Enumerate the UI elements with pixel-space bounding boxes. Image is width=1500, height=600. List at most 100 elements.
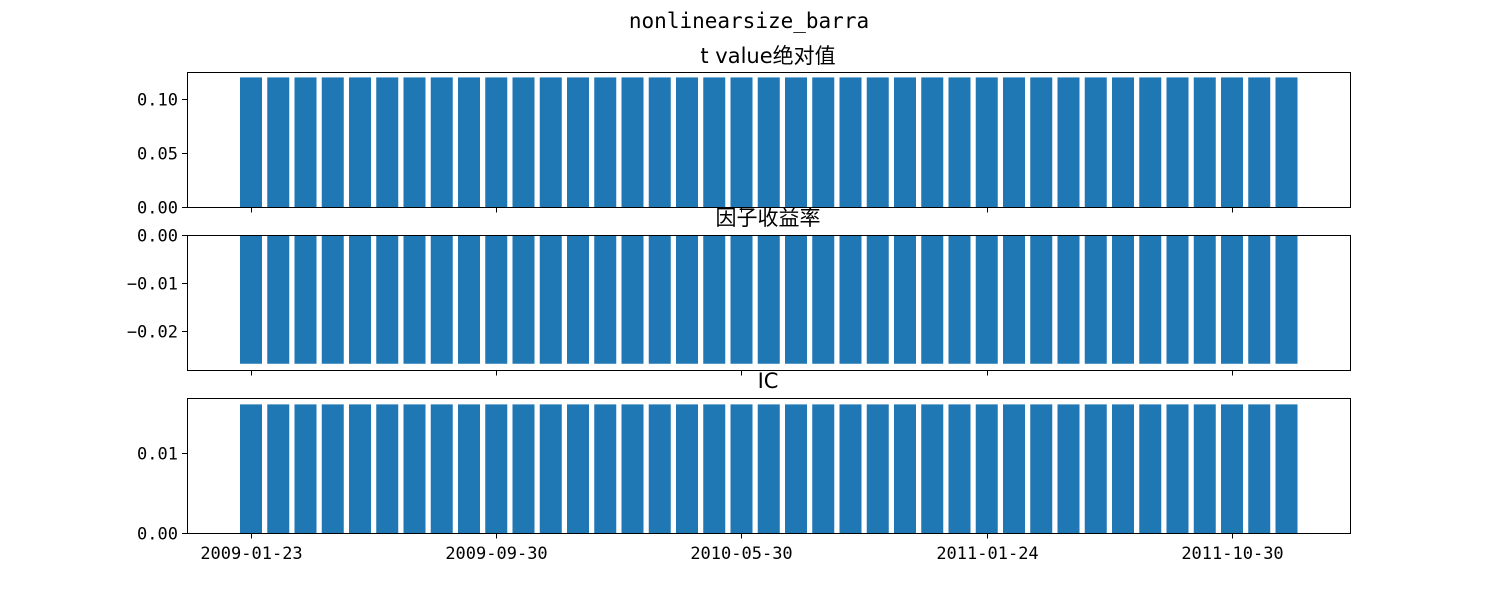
bar xyxy=(730,404,753,533)
bar xyxy=(1030,77,1053,207)
bar xyxy=(812,404,835,533)
bar xyxy=(240,77,262,207)
bar xyxy=(730,77,753,207)
bars-t-value xyxy=(240,77,1298,207)
y-tick-label: 0.00 xyxy=(137,199,178,219)
bar xyxy=(458,404,480,533)
y-tick-label: 0.00 xyxy=(137,525,178,545)
bar xyxy=(757,77,780,207)
x-tick-label: 2011-01-24 xyxy=(936,544,1038,564)
bar xyxy=(485,404,508,533)
bar xyxy=(648,404,671,533)
bar xyxy=(948,404,971,533)
bar xyxy=(512,77,535,207)
bar xyxy=(267,404,290,533)
y-tick-label: 0.01 xyxy=(137,445,178,465)
bar xyxy=(240,404,262,533)
bar xyxy=(594,235,617,364)
bar xyxy=(376,404,399,533)
bar xyxy=(975,404,998,533)
bar xyxy=(648,235,671,364)
bar xyxy=(1003,404,1025,533)
bar xyxy=(948,235,971,364)
bar xyxy=(1084,235,1107,364)
bar xyxy=(1112,235,1134,364)
panel-title-ic: IC xyxy=(758,369,779,393)
bar xyxy=(757,404,780,533)
bar xyxy=(676,404,698,533)
panel-factor-return: 因子收益率 0.00 −0.01 −0.02 xyxy=(127,206,1351,376)
bar xyxy=(376,77,399,207)
bar xyxy=(458,235,480,364)
panel-frame-ic xyxy=(187,398,1351,534)
bar xyxy=(1248,235,1271,364)
bar xyxy=(349,235,371,364)
bar xyxy=(866,404,889,533)
bar xyxy=(267,77,290,207)
bar xyxy=(1275,235,1298,364)
panel-ic: IC 0.00 0.01 2009-01-23 2009-09-30 2010-05-… xyxy=(137,369,1351,564)
bar xyxy=(785,235,807,364)
bar xyxy=(458,77,480,207)
bar xyxy=(785,77,807,207)
bar xyxy=(594,77,617,207)
bar xyxy=(894,77,916,207)
bar xyxy=(948,77,971,207)
x-tick-label: 2011-10-30 xyxy=(1181,544,1283,564)
bar xyxy=(267,235,290,364)
bar xyxy=(485,77,508,207)
bar xyxy=(866,235,889,364)
y-axis-factor-return: 0.00 −0.01 −0.02 xyxy=(127,227,187,343)
bar xyxy=(1057,404,1080,533)
bar xyxy=(294,404,317,533)
bar xyxy=(839,77,862,207)
bar xyxy=(321,235,344,364)
bar xyxy=(1166,404,1189,533)
bar xyxy=(703,404,726,533)
bar xyxy=(1221,77,1243,207)
y-tick-label: 0.10 xyxy=(137,91,178,111)
bar xyxy=(539,235,562,364)
y-tick-label: 0.00 xyxy=(137,227,178,247)
bar xyxy=(921,235,944,364)
bars-factor-return xyxy=(240,235,1298,364)
panel-title-t-value: t value绝对值 xyxy=(700,44,835,68)
bar xyxy=(621,235,644,364)
x-tick-label: 2009-01-23 xyxy=(200,544,302,564)
y-tick-label: −0.02 xyxy=(127,323,178,343)
bar xyxy=(403,404,426,533)
bar xyxy=(648,77,671,207)
bar xyxy=(757,235,780,364)
bar xyxy=(567,77,589,207)
x-axis-factor-return xyxy=(251,370,1233,376)
bar xyxy=(1248,404,1271,533)
bar xyxy=(1112,77,1134,207)
bar xyxy=(430,77,453,207)
y-tick-label: 0.05 xyxy=(137,145,178,165)
bar xyxy=(621,77,644,207)
bar xyxy=(430,235,453,364)
bar xyxy=(567,404,589,533)
panel-title-factor-return: 因子收益率 xyxy=(716,206,821,230)
bar xyxy=(866,77,889,207)
bar xyxy=(1193,77,1216,207)
bar xyxy=(621,404,644,533)
bar xyxy=(730,235,753,364)
bar xyxy=(403,77,426,207)
panel-frame-t-value xyxy=(187,72,1351,208)
y-tick-label: −0.01 xyxy=(127,275,178,295)
bar xyxy=(594,404,617,533)
bar xyxy=(539,404,562,533)
bar xyxy=(1057,77,1080,207)
bar xyxy=(512,235,535,364)
bar xyxy=(1275,404,1298,533)
bar xyxy=(1248,77,1271,207)
bar xyxy=(812,235,835,364)
bar xyxy=(430,404,453,533)
bar xyxy=(294,77,317,207)
bar xyxy=(1057,235,1080,364)
bar xyxy=(703,235,726,364)
bar xyxy=(812,77,835,207)
panel-t-value: t value绝对值 0.00 0.05 0.10 xyxy=(137,44,1351,219)
bar xyxy=(539,77,562,207)
